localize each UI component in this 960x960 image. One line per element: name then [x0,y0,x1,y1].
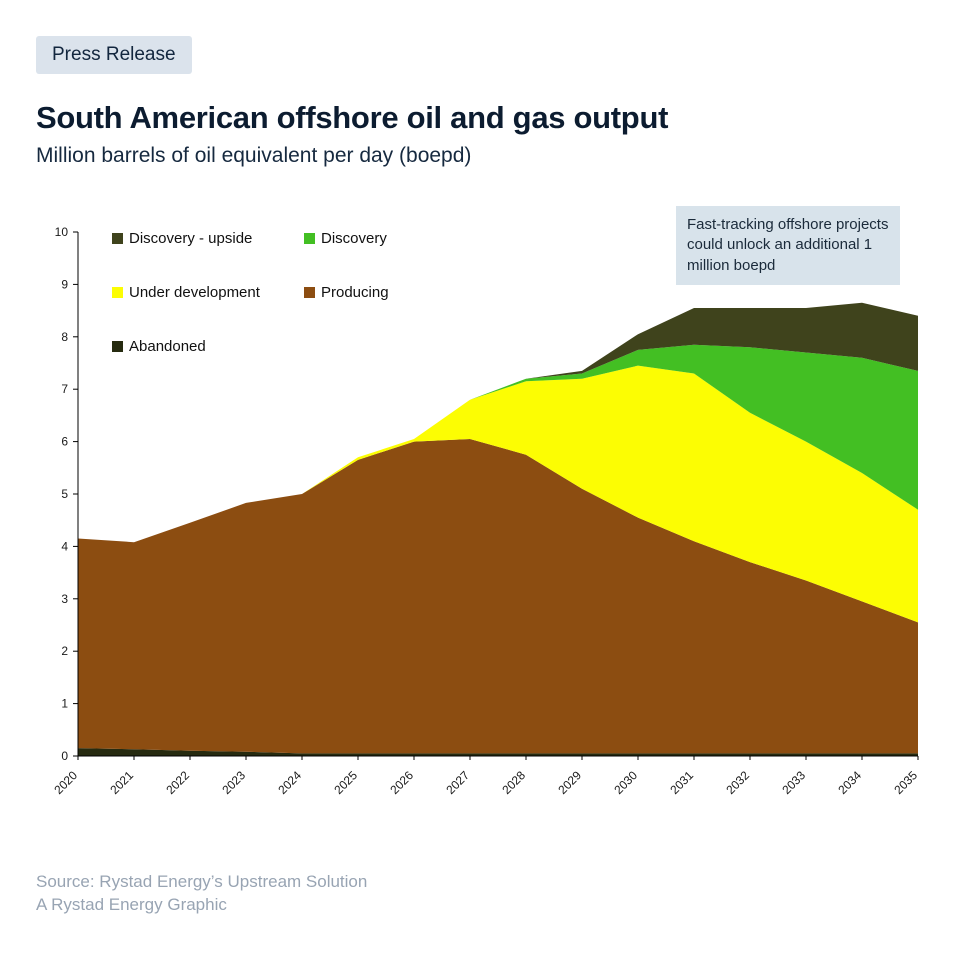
x-axis-label: 2031 [667,768,696,797]
legend-item-under-development: Under development [112,282,304,303]
x-axis-label: 2029 [555,768,584,797]
legend-label-discovery: Discovery [321,230,387,247]
area-discovery [78,344,918,543]
legend-item-discovery: Discovery [304,228,389,249]
y-axis-label: 2 [61,644,68,658]
legend-swatch-discovery-upside [112,233,123,244]
legend-item-discovery-upside: Discovery - upside [112,228,304,249]
y-axis-label: 5 [61,487,68,501]
x-axis-label: 2022 [163,768,192,797]
chart-canvas: 0 1 2 3 4 5 6 7 8 9 10 2020 2021 2022 2023 2024 2025 2026… [51,225,920,797]
y-axis-label: 4 [61,539,68,553]
y-axis-label: 6 [61,435,68,449]
legend-label-abandoned: Abandoned [129,338,206,355]
x-axis-label: 2027 [443,768,472,797]
legend-label-discovery-upside: Discovery - upside [129,230,253,247]
chart-legend: Discovery - upside Discovery Under devel… [112,228,389,357]
page-subtitle: Million barrels of oil equivalent per da… [36,144,472,167]
x-axis-label: 2025 [331,768,360,797]
x-axis-label: 2035 [891,768,920,797]
legend-label-producing: Producing [321,284,389,301]
x-axis-label: 2034 [835,768,864,797]
y-axis-label: 1 [61,697,68,711]
legend-swatch-abandoned [112,341,123,352]
source-line-1: Source: Rystad Energy’s Upstream Solutio… [36,872,368,891]
area-producing [78,439,918,754]
x-axis-label: 2020 [51,768,80,797]
stacked-area-chart: 0 1 2 3 4 5 6 7 8 9 10 2020 2021 2022 2023 2024 2025 2026… [28,206,934,833]
area-under-development [78,365,918,623]
legend-label-under-development: Under development [129,284,260,301]
x-axis-label: 2033 [779,768,808,797]
area-discovery-upside [78,302,918,543]
legend-item-producing: Producing [304,282,389,303]
source-note: Source: Rystad Energy’s Upstream Solutio… [36,871,924,917]
y-axis-label: 9 [61,277,68,291]
y-axis-label: 10 [55,225,69,239]
x-axis-label: 2028 [499,768,528,797]
legend-item-abandoned: Abandoned [112,336,304,357]
x-axis-label: 2024 [275,768,304,797]
y-axis-label: 7 [61,382,68,396]
x-axis-label: 2026 [387,768,416,797]
y-axis-label: 0 [61,749,68,763]
x-axis-label: 2023 [219,768,248,797]
legend-swatch-producing [304,287,315,298]
chart-annotation: Fast-tracking offshore projects could un… [676,206,900,285]
x-axis-label: 2032 [723,768,752,797]
y-axis-label: 8 [61,330,68,344]
x-axis-label: 2030 [611,768,640,797]
y-axis-label: 3 [61,592,68,606]
legend-swatch-discovery [304,233,315,244]
x-axis-label: 2021 [107,768,136,797]
page-title: South American offshore oil and gas outp… [36,100,669,135]
legend-swatch-under-development [112,287,123,298]
source-line-2: A Rystad Energy Graphic [36,894,227,914]
area-abandoned [78,748,918,756]
press-release-badge: Press Release [36,36,192,74]
